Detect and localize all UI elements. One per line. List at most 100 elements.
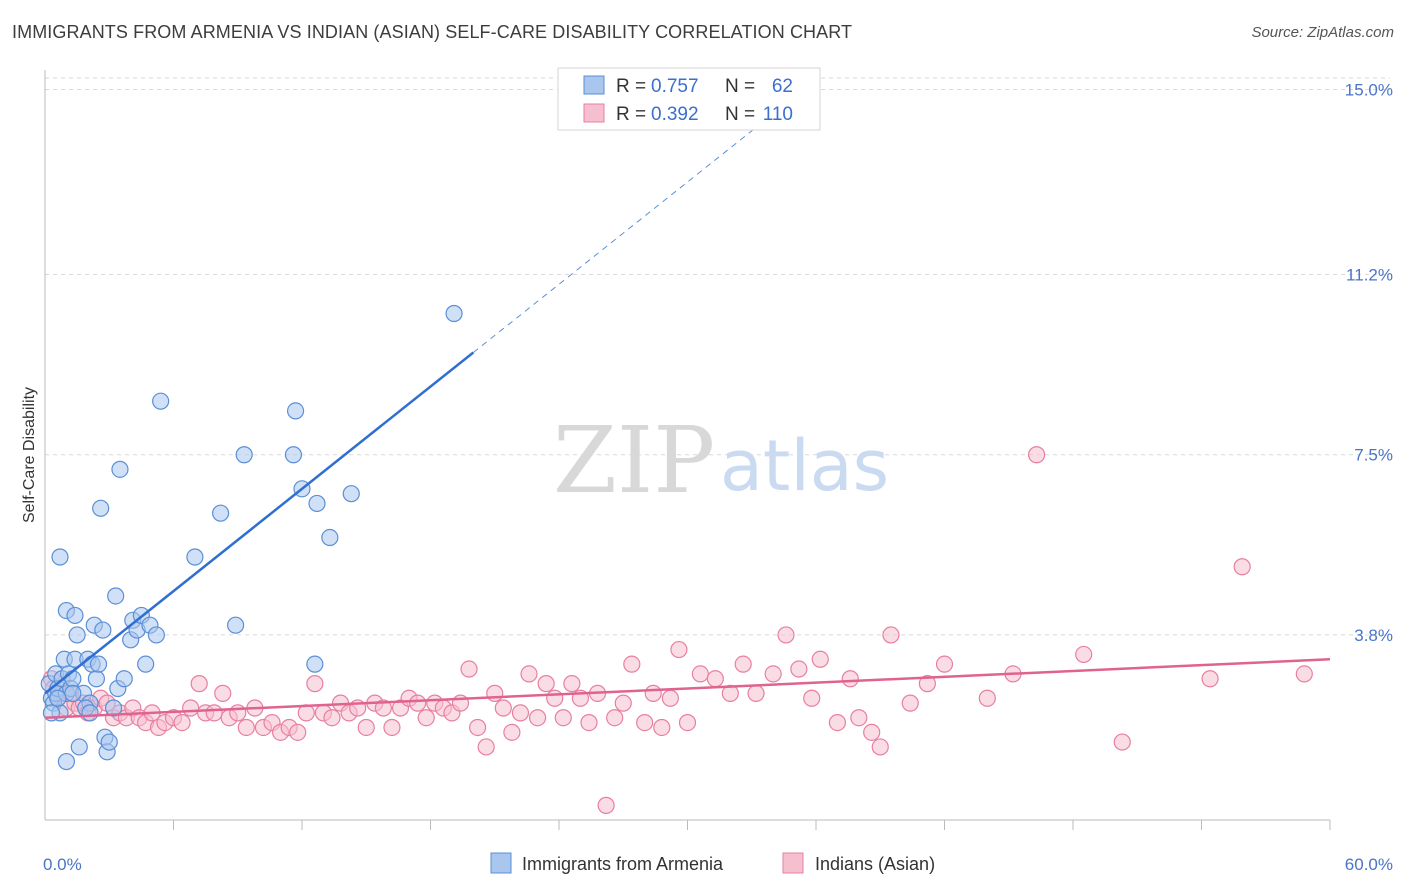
indian-point-73 bbox=[597, 796, 615, 814]
indian-point-87 bbox=[747, 684, 765, 702]
indian-point-101 bbox=[935, 655, 954, 673]
stats-legend-swatch-armenia bbox=[583, 75, 605, 95]
armenia-point-55 bbox=[445, 304, 463, 323]
indian-point-80 bbox=[661, 689, 679, 707]
indian-point-92 bbox=[811, 650, 829, 668]
indian-point-58 bbox=[469, 718, 487, 737]
armenia-point-49 bbox=[286, 402, 305, 420]
armenia-trend-line bbox=[44, 351, 475, 695]
source-label: Source: ZipAtlas.com bbox=[1251, 24, 1394, 41]
indian-point-96 bbox=[863, 723, 881, 741]
y-tick-labels: 3.8% 7.5% 11.2% 15.0% bbox=[1345, 80, 1393, 644]
watermark-atlas: atlas bbox=[720, 425, 889, 507]
indian-point-25 bbox=[190, 675, 208, 693]
armenia-point-61 bbox=[64, 684, 82, 702]
armenia-point-18 bbox=[70, 738, 88, 756]
indian-point-107 bbox=[1201, 670, 1219, 688]
indian-point-48 bbox=[383, 718, 401, 737]
indian-point-106 bbox=[1113, 733, 1131, 751]
indian-point-99 bbox=[901, 694, 919, 712]
stats-legend: R = 0.757 N = 62 R = 0.392 N = 110 bbox=[557, 67, 821, 131]
armenia-point-15 bbox=[66, 606, 84, 625]
indian-point-52 bbox=[417, 709, 435, 727]
indian-point-39 bbox=[306, 675, 324, 693]
indian-point-61 bbox=[494, 699, 512, 717]
series-legend-swatch-armenia bbox=[490, 852, 512, 874]
stats-legend-r-value-armenia: 0.757 bbox=[651, 76, 699, 97]
indian-point-71 bbox=[580, 713, 598, 732]
indian-point-63 bbox=[511, 704, 530, 722]
armenia-point-32 bbox=[107, 587, 125, 605]
stats-legend-n-value-indian: 110 bbox=[763, 104, 793, 125]
indian-point-90 bbox=[790, 660, 808, 678]
y-tick-label-2: 11.2% bbox=[1346, 266, 1393, 285]
indian-point-59 bbox=[477, 738, 495, 756]
indian-point-47 bbox=[374, 699, 392, 717]
indian-point-24 bbox=[182, 699, 200, 717]
indian-point-84 bbox=[706, 670, 724, 688]
indian-point-27 bbox=[205, 704, 223, 722]
armenia-point-44 bbox=[186, 548, 204, 566]
indian-point-57 bbox=[460, 660, 478, 678]
indian-point-31 bbox=[237, 718, 255, 737]
y-tick-label-3: 15.0% bbox=[1345, 80, 1393, 99]
armenia-point-40 bbox=[137, 655, 155, 673]
indian-point-68 bbox=[554, 709, 572, 727]
stats-legend-r-label-indian: R = bbox=[616, 104, 646, 125]
armenia-point-31 bbox=[104, 699, 123, 717]
armenia-point-17 bbox=[68, 626, 86, 644]
armenia-point-53 bbox=[321, 528, 339, 547]
indian-point-67 bbox=[546, 689, 564, 707]
x-tick-label-min: 0.0% bbox=[43, 855, 82, 874]
indian-point-45 bbox=[357, 718, 375, 737]
indian-point-95 bbox=[850, 709, 868, 727]
indian-point-102 bbox=[978, 689, 996, 707]
armenia-point-45 bbox=[212, 504, 230, 522]
indian-point-28 bbox=[214, 684, 232, 702]
armenia-point-48 bbox=[284, 446, 303, 464]
indian-point-105 bbox=[1075, 645, 1093, 664]
stats-legend-r-value-indian: 0.392 bbox=[651, 104, 699, 125]
armenia-point-46 bbox=[227, 616, 245, 634]
armenia-trend-extension bbox=[473, 125, 759, 353]
indian-point-86 bbox=[734, 655, 752, 673]
stats-legend-n-label-armenia: N = bbox=[725, 76, 755, 97]
indian-point-88 bbox=[764, 665, 782, 683]
series-legend-label-armenia: Immigrants from Armenia bbox=[522, 854, 724, 874]
armenia-point-34 bbox=[111, 460, 129, 478]
indian-point-109 bbox=[1295, 665, 1313, 683]
armenia-point-35 bbox=[115, 670, 133, 688]
armenia-point-24 bbox=[87, 670, 106, 688]
series-legend-label-indian: Indians (Asian) bbox=[815, 854, 935, 874]
armenia-point-7 bbox=[51, 548, 69, 566]
armenia-point-43 bbox=[152, 392, 170, 410]
indian-point-81 bbox=[670, 640, 688, 659]
series-legend: Immigrants from Armenia Indians (Asian) bbox=[490, 852, 935, 874]
indian-point-93 bbox=[828, 713, 847, 732]
indian-point-79 bbox=[653, 718, 671, 737]
indian-point-66 bbox=[537, 675, 555, 693]
indian-point-23 bbox=[173, 713, 191, 732]
indian-trend-line bbox=[44, 658, 1331, 719]
chart-title: IMMIGRANTS FROM ARMENIA VS INDIAN (ASIAN… bbox=[12, 22, 853, 42]
indian-point-69 bbox=[563, 675, 581, 693]
armenia-point-25 bbox=[89, 655, 108, 673]
indian-point-104 bbox=[1027, 446, 1046, 464]
indian-point-74 bbox=[606, 709, 624, 727]
x-ticks bbox=[173, 820, 1331, 830]
armenia-point-57 bbox=[49, 689, 67, 707]
indian-point-97 bbox=[871, 738, 889, 756]
stats-legend-r-label-armenia: R = bbox=[616, 76, 646, 97]
indian-point-64 bbox=[520, 665, 538, 683]
armenia-point-26 bbox=[92, 499, 110, 517]
indian-point-41 bbox=[323, 709, 341, 727]
watermark-zip: ZIP bbox=[553, 407, 715, 514]
indian-point-77 bbox=[636, 713, 654, 732]
armenia-point-54 bbox=[342, 485, 360, 503]
armenia-point-59 bbox=[81, 704, 99, 722]
armenia-point-56 bbox=[57, 752, 76, 771]
armenia-point-27 bbox=[94, 621, 112, 639]
x-tick-label-max: 60.0% bbox=[1345, 855, 1393, 874]
armenia-point-14 bbox=[64, 670, 82, 688]
